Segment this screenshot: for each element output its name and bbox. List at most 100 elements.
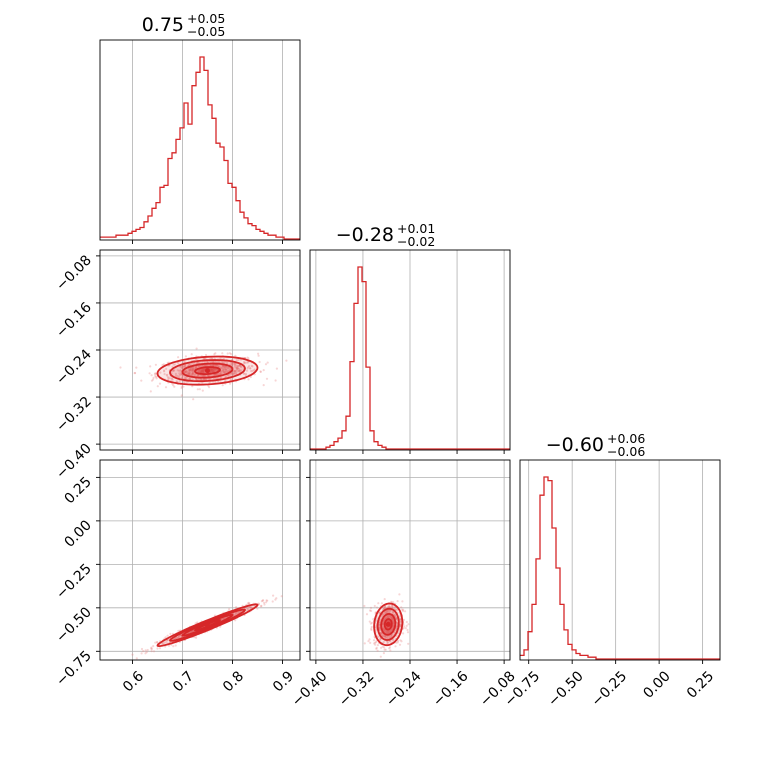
sample-point: [398, 628, 401, 631]
sample-point: [232, 372, 236, 375]
sample-point: [399, 624, 402, 628]
sample-point: [235, 359, 238, 362]
sample-point: [212, 370, 215, 373]
sample-point: [148, 372, 151, 375]
sample-point: [272, 594, 275, 597]
sample-point: [173, 363, 176, 366]
sample-point: [238, 364, 242, 367]
sample-point: [235, 366, 239, 369]
sample-point: [271, 600, 274, 603]
sample-point: [248, 602, 251, 605]
sample-point: [144, 652, 147, 655]
sample-point: [226, 352, 229, 355]
sample-point: [234, 619, 237, 622]
sample-point: [392, 621, 395, 625]
sample-point: [237, 369, 240, 372]
sample-point: [142, 650, 145, 653]
sample-point: [258, 360, 261, 364]
sample-point: [144, 649, 147, 652]
sample-point: [384, 617, 387, 620]
sample-point: [388, 616, 391, 619]
sample-point: [202, 369, 205, 373]
sample-point: [191, 370, 194, 373]
sample-point: [250, 370, 253, 373]
sample-point: [150, 647, 153, 651]
y-tick-label-p1: −0.40: [53, 441, 95, 483]
sample-point: [395, 616, 398, 619]
sample-point: [386, 615, 389, 618]
sample-point: [189, 368, 192, 371]
sample-point: [135, 366, 138, 369]
sample-point: [386, 630, 389, 633]
sample-point: [243, 361, 247, 364]
sample-point: [227, 374, 230, 377]
sample-point: [383, 612, 386, 615]
y-tick-label-p2: −0.50: [53, 604, 95, 646]
sample-point: [400, 640, 403, 643]
x-tick-label-p0: 0.9: [270, 668, 297, 695]
sample-point: [231, 364, 234, 367]
sample-point: [265, 601, 268, 604]
sample-point: [379, 638, 382, 641]
sample-point: [178, 374, 181, 377]
sample-point: [184, 371, 187, 374]
sample-point: [176, 374, 179, 378]
sample-point: [200, 378, 203, 381]
panel-frame-p0: [99, 39, 301, 241]
sample-point: [379, 655, 382, 658]
sample-point: [190, 353, 193, 356]
sample-point: [381, 613, 384, 616]
sample-point: [230, 372, 233, 375]
sample-point: [172, 369, 175, 372]
sample-point: [391, 605, 394, 608]
sample-point: [262, 384, 265, 387]
sample-point: [280, 595, 283, 598]
sample-point: [378, 626, 381, 630]
sample-point: [383, 598, 386, 601]
sample-point: [405, 620, 408, 624]
title-plus-p2: +0.06: [607, 431, 645, 446]
sample-point: [166, 375, 169, 379]
x-tick-label-p2: −0.50: [545, 668, 587, 710]
sample-point: [247, 607, 250, 610]
sample-point: [385, 630, 388, 633]
sample-point: [407, 642, 410, 645]
x-tick-label-p1: −0.40: [289, 668, 331, 710]
x-tick-label-p2: 0.00: [640, 668, 673, 701]
sample-point: [217, 380, 220, 384]
sample-point: [184, 370, 187, 373]
sample-point: [383, 648, 386, 651]
sample-point: [196, 388, 199, 391]
sample-point: [388, 636, 391, 639]
sample-point: [380, 632, 383, 635]
sample-point: [180, 376, 183, 379]
sample-point: [197, 374, 200, 377]
sample-point: [203, 378, 206, 381]
sample-point: [363, 642, 366, 645]
sample-point: [211, 367, 214, 370]
sample-point: [384, 636, 387, 639]
sample-point: [178, 372, 181, 375]
sample-point: [236, 367, 240, 370]
sample-point: [398, 643, 402, 646]
sample-point: [184, 377, 187, 380]
sample-point: [152, 378, 155, 381]
sample-point: [387, 631, 390, 634]
sample-point: [198, 370, 201, 373]
sample-point: [257, 603, 261, 606]
sample-point: [221, 367, 224, 370]
sample-point: [171, 365, 174, 368]
sample-point: [257, 354, 260, 357]
sample-point: [249, 375, 252, 379]
sample-point: [405, 624, 408, 628]
sample-point: [226, 367, 229, 370]
sample-point: [171, 378, 174, 381]
sample-point: [237, 358, 240, 362]
sample-point: [252, 369, 255, 372]
sample-point: [222, 371, 225, 374]
sample-point: [264, 363, 268, 366]
sample-point: [390, 615, 393, 618]
sample-point: [402, 632, 405, 635]
sample-point: [200, 369, 203, 372]
sample-point: [388, 640, 391, 643]
